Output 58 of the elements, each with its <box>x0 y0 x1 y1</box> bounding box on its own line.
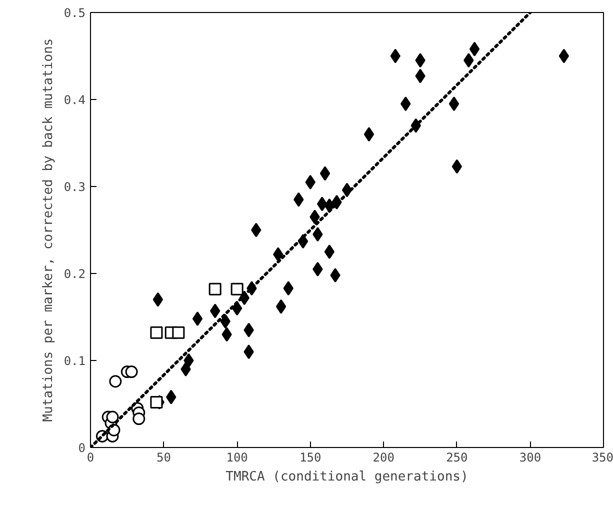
point <box>305 174 316 190</box>
y-tick-label: 0.4 <box>64 93 86 107</box>
point <box>125 366 138 378</box>
y-axis-title: Mutations per marker, corrected by back mutations <box>40 38 56 422</box>
point <box>208 282 222 296</box>
point <box>180 362 191 376</box>
point <box>312 227 323 242</box>
point <box>558 48 570 64</box>
point <box>448 96 460 112</box>
x-tick-label: 150 <box>300 450 322 464</box>
point <box>400 96 411 112</box>
point <box>106 410 119 424</box>
y-tick-label: 0.1 <box>64 354 86 368</box>
point <box>150 326 163 339</box>
point <box>317 196 328 212</box>
point <box>172 326 185 339</box>
point <box>469 42 480 56</box>
y-tick-label: 0.3 <box>64 180 86 194</box>
point <box>390 48 400 64</box>
point <box>452 159 462 174</box>
point <box>192 311 203 326</box>
x-tick-label: 50 <box>156 450 172 464</box>
y-tick-label: 0.5 <box>64 6 86 20</box>
point <box>273 247 284 262</box>
x-tick-label: 300 <box>519 450 542 464</box>
point <box>364 127 374 142</box>
point <box>251 222 262 238</box>
point <box>244 322 254 338</box>
point <box>310 210 320 224</box>
point <box>415 53 426 68</box>
point <box>152 292 164 307</box>
y-tick-label: 0 <box>78 441 86 455</box>
x-tick-label: 250 <box>446 450 468 464</box>
point <box>166 390 176 404</box>
point <box>150 396 163 409</box>
point <box>294 192 304 207</box>
x-tick-label: 0 <box>86 450 94 464</box>
point <box>276 299 286 314</box>
point <box>222 327 232 342</box>
point <box>132 412 146 426</box>
point <box>312 262 323 276</box>
point <box>324 244 334 259</box>
point <box>283 281 294 296</box>
point <box>415 68 426 84</box>
point <box>464 53 474 68</box>
x-tick-label: 100 <box>226 450 248 464</box>
point <box>330 268 340 282</box>
point <box>244 344 254 360</box>
point <box>220 314 230 329</box>
point <box>210 304 220 318</box>
point <box>109 375 122 388</box>
point <box>320 166 330 181</box>
y-tick-label: 0.2 <box>64 267 86 281</box>
point <box>230 282 244 296</box>
x-tick-label: 200 <box>372 450 394 464</box>
point <box>184 353 194 368</box>
x-tick-label: 350 <box>592 450 613 464</box>
x-axis-title: TMRCA (conditional generations) <box>226 470 468 484</box>
